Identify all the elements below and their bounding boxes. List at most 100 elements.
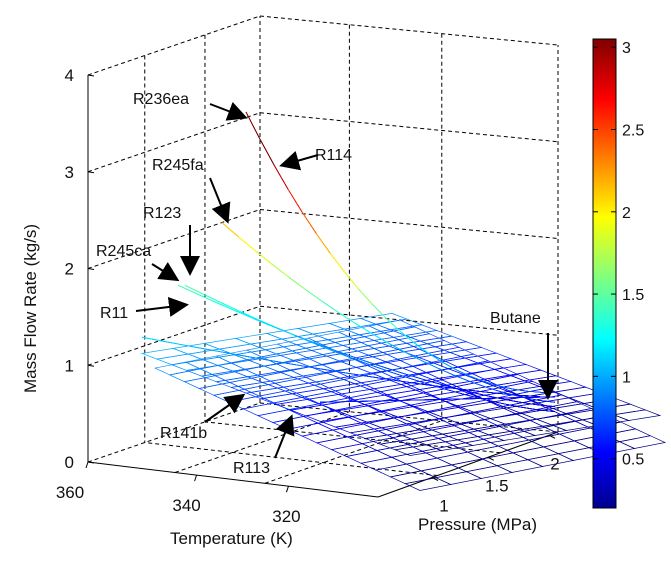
y-tick-label: 1.5	[485, 476, 509, 495]
annotation-label: R245ca	[96, 243, 151, 260]
mesh-cell	[315, 233, 331, 254]
x-tick-mark	[194, 474, 198, 482]
mesh-cell	[618, 435, 667, 449]
mesh-cell	[315, 436, 364, 451]
mesh-cell	[259, 139, 275, 166]
mesh-cell	[198, 382, 246, 396]
annotation-arrow	[151, 262, 180, 282]
floor-gridline	[144, 442, 438, 477]
z-gridline	[259, 112, 559, 143]
mesh-cell	[435, 451, 484, 466]
mesh-cell	[542, 440, 591, 455]
x-axis	[87, 461, 379, 498]
mesh-cell	[487, 429, 537, 441]
axes-box	[87, 15, 559, 498]
mesh-cell	[301, 429, 349, 444]
floor-gridline	[264, 420, 442, 484]
z-tick-mark	[87, 461, 95, 464]
mesh-cell	[238, 236, 256, 252]
y-tick-label: 2	[550, 454, 559, 473]
box-edge	[259, 15, 559, 46]
mesh-cell	[221, 222, 239, 238]
mesh-cell	[536, 409, 556, 412]
surface-meshes	[140, 111, 667, 491]
annotation-r245ca: R245ca	[96, 243, 180, 282]
mesh-cell	[393, 444, 443, 456]
mesh-cell	[480, 391, 501, 394]
box-edge	[87, 402, 261, 463]
mesh-cell	[271, 416, 320, 430]
annotation-arrow	[135, 297, 189, 317]
y-axis	[377, 431, 559, 498]
mesh-cell	[183, 375, 231, 389]
mesh-cell	[161, 340, 182, 346]
mesh-cell	[536, 404, 556, 407]
mesh-cell	[390, 450, 439, 465]
mesh-cell	[358, 288, 373, 305]
mesh-cell	[221, 302, 241, 313]
mesh-cell	[420, 383, 441, 387]
annotation-label: Butane	[490, 310, 541, 327]
mesh-cell	[215, 301, 235, 311]
mesh-cell	[287, 189, 303, 213]
box-edge	[259, 402, 559, 433]
mesh-cell	[437, 432, 485, 446]
z-tick-label: 0	[65, 453, 74, 472]
mesh-cell	[450, 458, 499, 473]
z-gridline	[87, 209, 261, 269]
y-tick-label: 1	[439, 497, 448, 516]
y-axis-label: Pressure (MPa)	[418, 515, 537, 534]
annotation-r123: R123	[143, 205, 200, 276]
annotation-r141b: R141b	[160, 393, 246, 442]
mesh-cell	[420, 464, 468, 479]
mesh-cell	[496, 459, 544, 473]
mesh-cell	[517, 406, 537, 410]
annotation-arrow	[204, 393, 246, 423]
mesh-cell	[245, 111, 261, 140]
surface-r123	[184, 285, 556, 412]
colorbar-tick-label: 1.5	[622, 287, 644, 304]
mesh-cell	[466, 445, 515, 460]
annotation-arrow	[274, 414, 295, 459]
mesh-cell	[538, 399, 556, 403]
floor-gridline	[174, 411, 350, 473]
mesh-cell	[321, 300, 339, 313]
box-edge	[87, 15, 261, 76]
colorbar-tick-label: 1	[622, 369, 631, 386]
colorbar-tick-label: 3	[622, 40, 631, 57]
z-gridline	[259, 209, 559, 239]
z-axis-label: Mass Flow Rate (kg/s)	[21, 224, 40, 393]
mesh-cell	[261, 358, 282, 363]
z-tick-label: 2	[65, 260, 74, 279]
mesh-cell	[344, 271, 359, 290]
mesh-cell	[240, 311, 260, 321]
z-tick-label: 3	[65, 163, 74, 182]
mesh-cell	[271, 263, 289, 278]
x-tick-mark	[85, 461, 89, 469]
mesh-cell	[253, 318, 273, 327]
annotation-arrow	[209, 101, 248, 121]
annotation-r236ea: R236ea	[133, 91, 248, 121]
annotation-arrow	[209, 177, 231, 224]
annotation-arrow	[279, 150, 319, 171]
z-gridline	[259, 305, 559, 336]
annotation-r11: R11	[100, 297, 189, 322]
colorbar-gradient	[592, 38, 617, 509]
mesh-cell	[288, 276, 306, 290]
z-tick-mark	[87, 74, 95, 77]
mesh-cell	[329, 253, 345, 272]
mesh-cell	[481, 452, 529, 467]
mesh-cell	[612, 409, 662, 421]
mesh-cell	[405, 457, 453, 472]
y-tick-mark	[431, 477, 439, 481]
mesh-cell	[196, 293, 216, 303]
mesh-cell	[281, 362, 302, 367]
mesh-cell	[203, 294, 223, 304]
surface-r236ea	[245, 111, 556, 393]
colorbar-tick-label: 2.5	[622, 123, 644, 140]
annotation-label: R11	[100, 305, 128, 322]
annotation-label: R141b	[160, 425, 207, 442]
annotations: R236ea R114 R245fa R123 R245ca R11 Butane R141b…	[96, 91, 558, 477]
z-gridline	[87, 305, 261, 366]
